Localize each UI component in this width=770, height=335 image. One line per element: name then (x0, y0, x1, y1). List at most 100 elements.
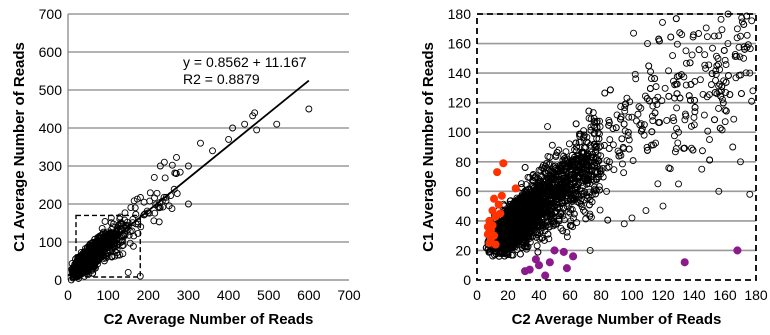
data-point (729, 143, 737, 151)
x-tick-label: 400 (217, 287, 241, 303)
red-point (488, 206, 497, 215)
red-point (483, 222, 492, 231)
data-point (691, 104, 699, 111)
y-tick-label: 100 (39, 234, 63, 250)
data-point (721, 56, 729, 64)
y-tick-label: 200 (39, 196, 63, 212)
x-axis-label: C2 Average Number of Reads (104, 311, 314, 328)
y-tick-label: 600 (39, 44, 63, 60)
x-tick-label: 140 (682, 287, 706, 303)
y-tick-label: 140 (448, 65, 472, 81)
data-point (696, 76, 704, 84)
data-point (700, 111, 708, 119)
red-point (511, 184, 520, 193)
x-tick-label: 120 (651, 287, 675, 303)
x-tick-label: 500 (257, 287, 281, 303)
data-point (715, 104, 722, 112)
data-point (721, 118, 729, 126)
x-tick-label: 700 (337, 287, 361, 303)
y-axis-label: C1 Average Number of Reads (420, 42, 437, 252)
x-tick-label: 60 (562, 287, 578, 303)
data-point (665, 92, 673, 100)
data-point (718, 26, 726, 34)
y-tick-label: 100 (448, 124, 472, 140)
data-point (682, 47, 690, 55)
data-point (126, 227, 134, 235)
data-point (701, 51, 709, 59)
x-tick-label: 600 (297, 287, 321, 303)
data-point (707, 81, 715, 89)
data-point (703, 33, 711, 41)
data-point (130, 197, 138, 205)
x-tick-label: 40 (531, 287, 547, 303)
y-tick-label: 700 (39, 6, 63, 22)
data-point (710, 32, 718, 40)
data-point (652, 83, 660, 91)
data-point (601, 89, 609, 97)
red-point (491, 240, 500, 249)
data-point (642, 207, 650, 214)
data-point (746, 190, 754, 198)
data-point (605, 145, 613, 152)
data-point (673, 125, 680, 133)
data-point (150, 217, 158, 225)
data-point (516, 250, 524, 258)
y-tick-label: 160 (448, 36, 472, 52)
data-point (630, 29, 637, 37)
data-point (720, 47, 728, 54)
data-point (645, 62, 653, 70)
data-point (688, 144, 695, 152)
purple-point (534, 261, 544, 270)
purple-point (550, 246, 559, 255)
data-point (637, 104, 645, 112)
data-point (572, 120, 580, 128)
data-point (131, 204, 139, 212)
purple-point (559, 247, 568, 256)
data-point (621, 107, 629, 115)
y-tick-label: 400 (39, 120, 63, 136)
data-point (625, 136, 633, 144)
data-point (699, 147, 706, 155)
data-point (119, 241, 127, 249)
x-tick-label: 20 (500, 287, 516, 303)
data-point (748, 17, 756, 25)
data-point (132, 210, 140, 218)
data-point (698, 165, 706, 173)
y-axis-label: C1 Average Number of Reads (11, 42, 28, 252)
data-point (711, 89, 719, 96)
scatter-chart-left: 0 100 200 300 400 500 600 700 0 100 200 300 400 500 60… (11, 6, 361, 328)
data-point (667, 33, 675, 41)
data-point (743, 31, 751, 39)
data-point (618, 135, 626, 143)
data-points (482, 10, 757, 260)
data-point (116, 251, 124, 259)
data-point (709, 44, 716, 52)
data-point (738, 90, 745, 98)
data-point (702, 24, 710, 32)
x-tick-label: 100 (620, 287, 644, 303)
data-point (669, 52, 677, 59)
data-point (146, 189, 154, 197)
data-point (635, 103, 643, 111)
purple-point (525, 265, 534, 274)
y-tick-label: 0 (54, 272, 62, 288)
x-tick-label: 200 (137, 287, 161, 303)
red-point (496, 209, 505, 218)
data-point (740, 54, 748, 62)
data-point (610, 166, 618, 174)
data-point (663, 117, 671, 124)
purple-point (733, 246, 742, 255)
purple-point (545, 258, 554, 267)
red-point (489, 194, 499, 203)
data-point (565, 140, 573, 148)
data-point (606, 136, 614, 144)
data-point (673, 104, 681, 112)
data-point (620, 169, 628, 177)
purple-point (562, 264, 571, 273)
data-point (544, 123, 551, 130)
data-point (749, 87, 757, 95)
data-point (688, 51, 696, 59)
purple-point (541, 271, 550, 280)
x-tick-label: 80 (593, 287, 609, 303)
